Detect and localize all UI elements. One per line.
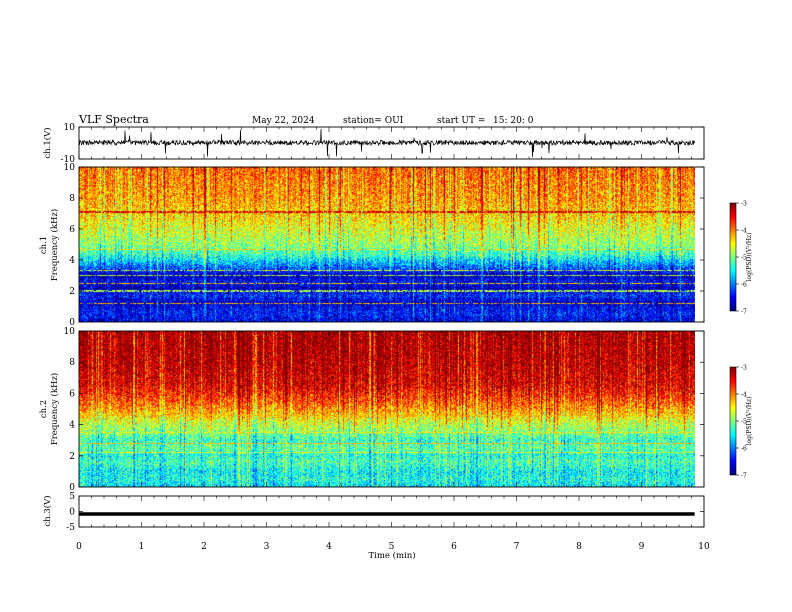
x-tick-label: 10 xyxy=(698,542,710,552)
y-tick-label: 8 xyxy=(69,358,75,368)
colorbar-tick-label: -7 xyxy=(741,309,747,316)
colorbar-tick-label: -6 xyxy=(741,446,747,453)
x-axis-title: Time (min) xyxy=(368,550,415,561)
y-tick-label: 0 xyxy=(69,318,75,328)
spectrogram-layer xyxy=(79,167,736,487)
y-tick-label: 0 xyxy=(69,483,75,493)
y-tick-label: 10 xyxy=(64,327,76,337)
colorbar-tick-label: -7 xyxy=(741,473,747,480)
start-ut-time: 15: 20: 0 xyxy=(493,116,534,126)
y-tick-label: 10 xyxy=(64,163,76,173)
ch1-waveform-line xyxy=(78,128,695,158)
y-tick-label: -5 xyxy=(66,523,75,533)
x-tick-label: 0 xyxy=(76,542,82,552)
x-tick-label: 2 xyxy=(201,542,207,552)
ch1-spectrogram-image xyxy=(79,167,695,322)
ch2-colorbar-label: log(PSD)(V²/Hz) xyxy=(746,397,753,446)
y-tick-label: 6 xyxy=(69,225,75,235)
ch2-spectrogram-image xyxy=(79,331,695,487)
y-tick-label: 5 xyxy=(69,492,75,502)
ch1-colorbar xyxy=(730,203,736,311)
ch1-spec-ylabel-channel: ch.1 xyxy=(39,236,49,254)
y-tick-label: 4 xyxy=(69,421,75,431)
ch3-trace-ylabel: ch.3(V) xyxy=(42,495,53,526)
ch2-colorbar xyxy=(730,367,736,475)
station-label: station= OUI xyxy=(343,116,404,126)
ch2-spec-ylabel-frequency: Frequency (kHz) xyxy=(49,373,60,445)
x-tick-label: 3 xyxy=(264,542,270,552)
x-tick-label: 6 xyxy=(451,542,457,552)
y-tick-label: 2 xyxy=(69,287,75,297)
colorbar-tick-label: -5 xyxy=(741,419,747,426)
trace-layer xyxy=(78,128,695,516)
y-tick-label: 0 xyxy=(69,508,75,518)
tick-layer: -3-4-5-6-7-3-4-5-6-710-10024681002468105… xyxy=(61,123,748,552)
ch1-spec-ylabel-frequency: Frequency (kHz) xyxy=(49,209,60,281)
y-tick-label: 8 xyxy=(69,194,75,204)
colorbar-tick-label: -3 xyxy=(741,365,747,372)
figure-title: VLF Spectra xyxy=(78,113,149,126)
x-tick-label: 1 xyxy=(139,542,145,552)
colorbar-tick-label: -6 xyxy=(741,282,747,289)
y-tick-label: 10 xyxy=(64,123,76,133)
x-tick-label: 5 xyxy=(389,542,395,552)
colorbar-tick-label: -4 xyxy=(741,228,747,235)
x-tick-label: 4 xyxy=(326,542,332,552)
x-tick-label: 7 xyxy=(514,542,520,552)
ch2-spec-ylabel-channel: ch.2 xyxy=(39,400,49,418)
colorbar-tick-label: -5 xyxy=(741,255,747,262)
y-tick-label: 4 xyxy=(69,256,75,266)
x-tick-label: 8 xyxy=(576,542,582,552)
x-tick-label: 9 xyxy=(639,542,645,552)
colorbar-tick-label: -3 xyxy=(741,201,747,208)
start-ut-label: start UT = xyxy=(437,116,485,126)
y-tick-label: -10 xyxy=(61,155,76,165)
y-tick-label: 2 xyxy=(69,452,75,462)
date-label: May 22, 2024 xyxy=(252,116,315,126)
ch1-trace-ylabel: ch.1(V) xyxy=(42,127,53,158)
y-tick-label: 6 xyxy=(69,389,75,399)
colorbar-tick-label: -4 xyxy=(741,392,747,399)
ch1-colorbar-label: log(PSD)(V²/Hz) xyxy=(746,233,753,282)
